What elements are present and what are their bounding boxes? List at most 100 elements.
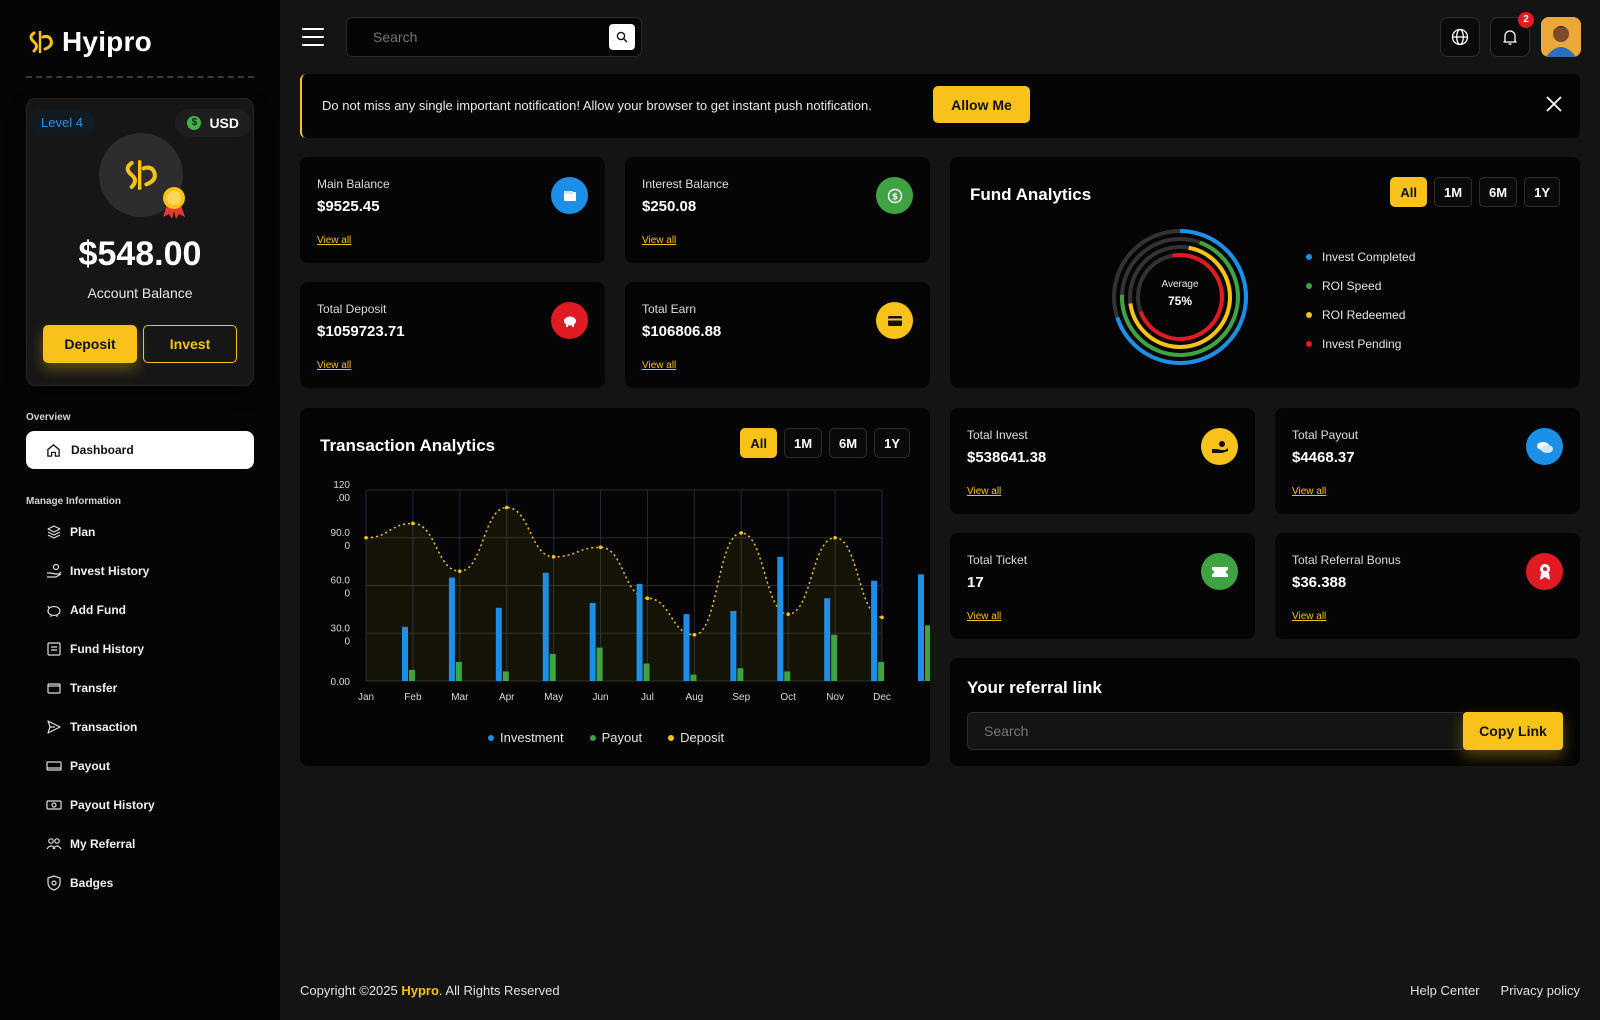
deposit-point (833, 535, 837, 540)
sidebar-item-label: My Referral (70, 837, 136, 851)
sidebar-item-transfer[interactable]: Transfer (46, 680, 117, 696)
view-all-link[interactable]: View all (317, 235, 352, 246)
ring-invest-completed (1112, 229, 1248, 365)
deposit-area (366, 507, 882, 681)
send-icon (47, 720, 61, 734)
x-tick-label: Jun (592, 692, 608, 703)
x-tick-label: Apr (499, 692, 515, 703)
filter-all[interactable]: All (1390, 177, 1427, 207)
hand-coins-icon (1201, 428, 1238, 465)
legend-item: ROI Redeemed (1306, 308, 1415, 322)
stat-label: Interest Balance (642, 177, 729, 191)
filter-1y[interactable]: 1Y (874, 428, 910, 458)
filter-1y[interactable]: 1Y (1524, 177, 1560, 207)
filter-1m[interactable]: 1M (783, 428, 823, 458)
sidebar-item-label: Transaction (70, 720, 138, 734)
x-tick-label: Dec (873, 692, 891, 703)
stat-label: Main Balance (317, 177, 390, 191)
referral-link-input[interactable] (967, 712, 1467, 750)
sidebar-item-fund-history[interactable]: Fund History (46, 641, 144, 657)
filter-all[interactable]: All (740, 428, 777, 458)
deposit-point (411, 521, 415, 526)
deposit-point (739, 531, 744, 535)
language-button[interactable] (1440, 17, 1480, 57)
privacy-policy-link[interactable]: Privacy policy (1500, 983, 1580, 998)
view-all-link[interactable]: View all (642, 360, 677, 371)
logo-icon (29, 31, 53, 53)
award-icon (1526, 553, 1563, 590)
hand-coins-icon (47, 563, 62, 578)
medal-icon (163, 187, 185, 219)
x-tick-label: Jan (358, 692, 374, 703)
view-all-link[interactable]: View all (642, 235, 677, 246)
view-all-link[interactable]: View all (967, 611, 1002, 622)
stat-label: Total Earn (642, 302, 697, 316)
payout-bar (502, 671, 509, 681)
ring-invest-pending (1136, 253, 1224, 341)
deposit-button[interactable]: Deposit (43, 325, 137, 363)
x-tick-label: Jul (641, 692, 654, 703)
y-tick-label: 0 (344, 541, 350, 552)
total-referral-bonus-card: Total Referral Bonus $36.388 View all (1275, 533, 1580, 639)
wallet-icon (47, 683, 61, 694)
brand-logo[interactable]: Hyipro (26, 26, 152, 58)
stat-label: Total Deposit (317, 302, 387, 316)
legend-item: Invest Completed (1306, 250, 1415, 264)
sidebar-item-invest-history[interactable]: Invest History (46, 563, 149, 579)
sidebar-item-transaction[interactable]: Transaction (46, 719, 137, 735)
investment-bar (589, 603, 596, 681)
transaction-analytics-title: Transaction Analytics (320, 436, 496, 455)
stat-value: $36.388 (1292, 574, 1347, 591)
help-center-link[interactable]: Help Center (1410, 983, 1480, 998)
view-all-link[interactable]: View all (317, 360, 352, 371)
sidebar-item-my-referral[interactable]: My Referral (46, 836, 135, 852)
deposit-point (504, 505, 509, 510)
payout-bar (878, 661, 885, 681)
filter-6m[interactable]: 6M (829, 428, 868, 458)
invest-button[interactable]: Invest (143, 325, 237, 363)
cash-icon (46, 761, 62, 771)
sidebar-item-label: Payout (70, 759, 111, 773)
notifications-button[interactable]: 2 (1490, 12, 1534, 57)
deposit-point (645, 596, 650, 601)
stat-value: $106806.88 (642, 323, 722, 340)
view-all-link[interactable]: View all (1292, 611, 1327, 622)
sidebar-item-dashboard[interactable]: Dashboard (26, 431, 254, 469)
filter-6m[interactable]: 6M (1479, 177, 1518, 207)
filter-1m[interactable]: 1M (1433, 177, 1473, 207)
dollar-coin-icon: $ (876, 177, 913, 214)
sidebar-item-payout-history[interactable]: Payout History (46, 797, 155, 813)
account-balance: $548.00 (78, 235, 202, 273)
svg-text:$: $ (891, 192, 897, 202)
logo-icon (125, 160, 157, 190)
payout-bar (690, 674, 697, 681)
sidebar-item-plan[interactable]: Plan (46, 524, 95, 540)
close-icon[interactable] (1544, 94, 1564, 114)
footer-brand-link[interactable]: Hypro (401, 983, 439, 998)
stat-value: $250.08 (642, 198, 697, 215)
sidebar-item-add-fund[interactable]: Add Fund (46, 602, 126, 618)
brand-name: Hyipro (62, 26, 152, 57)
banknote-icon (46, 800, 62, 810)
search-button[interactable] (609, 24, 635, 50)
search-input[interactable] (347, 18, 597, 56)
sidebar-item-badges[interactable]: Badges (46, 875, 113, 891)
currency-selector[interactable]: $ USD (175, 109, 251, 137)
view-all-link[interactable]: View all (1292, 486, 1327, 497)
y-tick-label: 120 (333, 480, 350, 491)
investment-bar (542, 572, 549, 681)
logo-divider (26, 76, 254, 78)
fund-analytics-filters: All 1M 6M 1Y (1390, 177, 1560, 207)
payout-bar (549, 653, 556, 681)
sidebar-item-payout[interactable]: Payout (46, 758, 110, 774)
investment-bar (448, 577, 455, 681)
user-avatar[interactable] (1541, 17, 1581, 57)
menu-toggle-icon[interactable] (302, 28, 324, 46)
allow-notifications-button[interactable]: Allow Me (933, 86, 1030, 123)
payout-bar (643, 663, 650, 681)
search-icon (616, 31, 628, 43)
copy-link-button[interactable]: Copy Link (1463, 712, 1563, 750)
view-all-link[interactable]: View all (967, 486, 1002, 497)
x-tick-label: Nov (826, 692, 844, 703)
layers-icon (47, 525, 61, 539)
